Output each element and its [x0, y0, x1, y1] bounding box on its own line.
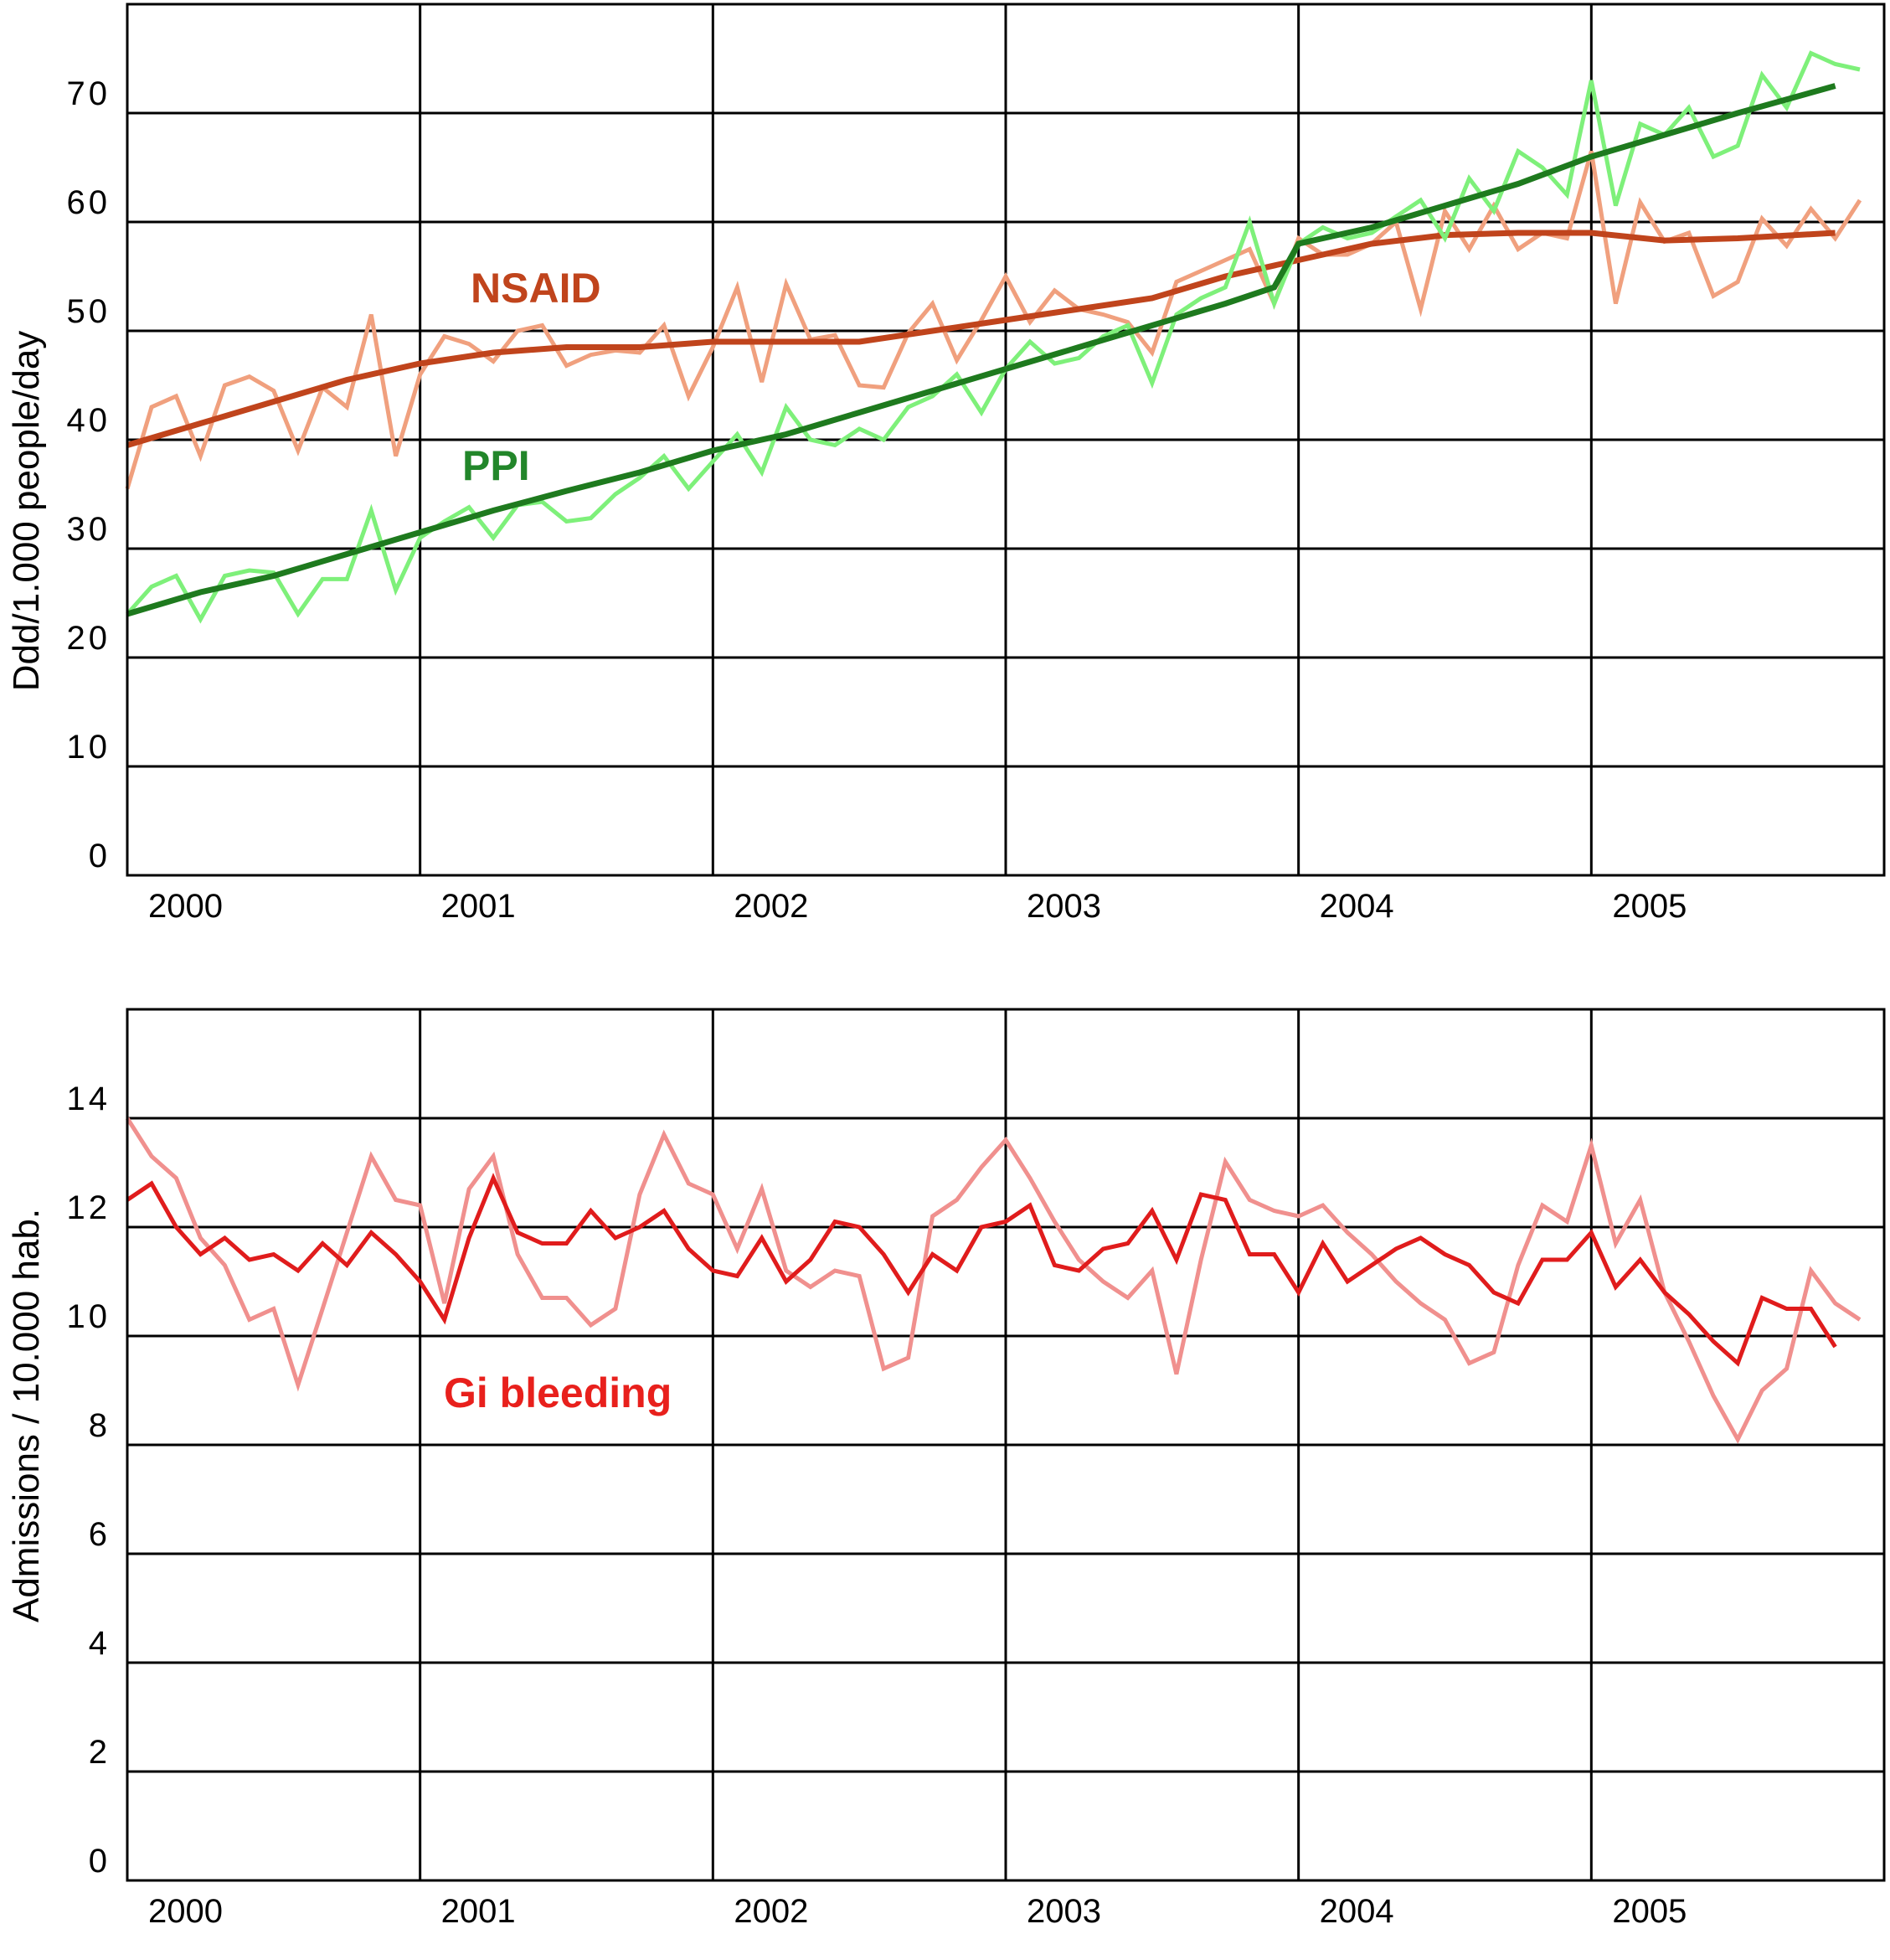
series-label-ppi: PPI	[462, 442, 530, 489]
grid-bottom	[127, 1009, 1884, 1880]
y-tick-label: 40	[67, 402, 111, 439]
plot-frame-top	[126, 3, 1886, 877]
y-tick-label: 0	[89, 838, 111, 874]
series-label-gi-bleeding: Gi bleeding	[444, 1369, 672, 1416]
x-tick-label: 2005	[1612, 1893, 1687, 1930]
y-tick-label: 2	[89, 1734, 111, 1771]
x-tick-label: 2001	[441, 1893, 516, 1930]
series-line-1	[126, 1173, 1837, 1367]
y-tick-label: 70	[67, 75, 111, 112]
y-tick-label: 6	[89, 1516, 111, 1553]
x-tick-label: 2002	[734, 888, 808, 925]
y-tick-label: 12	[67, 1189, 111, 1226]
y-tick-label: 0	[89, 1843, 111, 1880]
series-line-1	[126, 230, 1836, 448]
y-axis-label-top: Ddd/1.000 people/day	[6, 331, 47, 692]
x-tick-label: 2001	[441, 888, 516, 925]
plot-frame-bottom	[126, 1008, 1886, 1882]
y-tick-label: 30	[67, 511, 111, 548]
series-line-2	[126, 50, 1861, 624]
x-tick-labels-top: 2000 2001 2002 2003 2004 2005	[148, 888, 1687, 925]
y-tick-labels-bottom: 0 2 4 6 8 10 12 14	[67, 1081, 111, 1880]
x-tick-label: 2000	[148, 1893, 223, 1930]
y-tick-label: 10	[67, 729, 111, 766]
x-tick-label: 2002	[734, 1893, 808, 1930]
x-tick-labels-bottom: 2000 2001 2002 2003 2004 2005	[148, 1893, 1687, 1930]
grid-top	[127, 4, 1884, 875]
y-tick-label: 4	[89, 1625, 111, 1662]
x-tick-label: 2003	[1027, 888, 1101, 925]
y-tick-label: 14	[67, 1081, 111, 1117]
x-tick-label: 2003	[1027, 1893, 1101, 1930]
series-line-3	[126, 83, 1836, 617]
series-group-bottom	[125, 1117, 1862, 1444]
y-tick-label: 50	[67, 293, 111, 330]
x-tick-label: 2005	[1612, 888, 1687, 925]
chart-gi-bleeding: 0 2 4 6 8 10 12 14 2000 2001 2002 2003 2004 2005 Adm…	[6, 1008, 1886, 1930]
x-tick-label: 2000	[148, 888, 223, 925]
y-tick-labels-top: 0 10 20 30 40 50 60 70	[67, 75, 111, 874]
chart-ppi-nsaid: 0 10 20 30 40 50 60 70 2000 2001 2002 2003 2004 2005…	[6, 3, 1886, 925]
x-tick-label: 2004	[1320, 888, 1394, 925]
series-label-nsaid: NSAID	[471, 265, 601, 312]
series-line-0	[125, 1117, 1862, 1444]
x-tick-label: 2004	[1320, 1893, 1394, 1930]
y-axis-label-bottom: Admissions / 10.000 hab.	[6, 1209, 47, 1622]
y-tick-label: 20	[67, 620, 111, 657]
y-tick-label: 10	[67, 1298, 111, 1335]
series-line-0	[125, 150, 1862, 490]
series-group-top	[125, 50, 1862, 624]
y-tick-label: 60	[67, 184, 111, 221]
y-tick-label: 8	[89, 1407, 111, 1444]
